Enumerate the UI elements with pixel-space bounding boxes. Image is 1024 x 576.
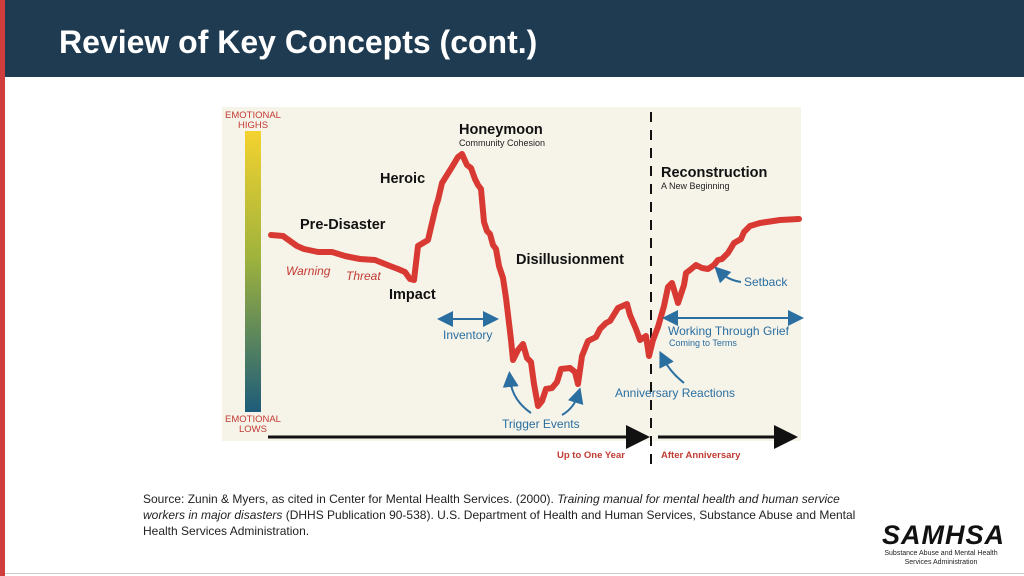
logo-wordmark: SAMHSA bbox=[882, 520, 1006, 550]
bottom-divider bbox=[5, 573, 1024, 574]
source-suffix: (DHHS Publication 90-538). U.S. Departme… bbox=[143, 508, 856, 538]
annotation-trigger-events: Trigger Events bbox=[502, 417, 580, 431]
logo-subtitle-line-2: Services Administration bbox=[904, 559, 978, 566]
samhsa-logo: SAMHSA Substance Abuse and Mental Health… bbox=[882, 520, 1006, 567]
setback-arrow bbox=[714, 266, 742, 284]
phase-pre-disaster: Pre-Disaster bbox=[300, 217, 386, 233]
slide-title: Review of Key Concepts (cont.) bbox=[59, 24, 538, 60]
annotation-inventory: Inventory bbox=[443, 328, 492, 342]
annotation-setback: Setback bbox=[744, 275, 788, 289]
timeline-up-to-one-year: Up to One Year bbox=[557, 450, 625, 461]
source-title: Training manual for mental health and hu… bbox=[143, 492, 840, 522]
annotation-warning: Warning bbox=[286, 264, 331, 278]
annotation-anniversary-reactions: Anniversary Reactions bbox=[615, 386, 735, 400]
emotional-scale-bar bbox=[245, 131, 261, 412]
logo-subtitle-line-1: Substance Abuse and Mental Health bbox=[884, 550, 998, 557]
phase-heroic: Heroic bbox=[380, 171, 425, 187]
trigger-arrow-right bbox=[561, 387, 584, 416]
phase-impact: Impact bbox=[389, 287, 436, 303]
slide-header: Review of Key Concepts (cont.) bbox=[5, 0, 1024, 77]
timeline-after-anniversary: After Anniversary bbox=[661, 450, 741, 461]
axis-highs-label-1: EMOTIONAL bbox=[225, 110, 281, 121]
anniversary-arrow bbox=[659, 350, 685, 384]
axis-lows-label-1: EMOTIONAL bbox=[225, 414, 281, 425]
accent-bar bbox=[0, 0, 5, 576]
trigger-arrow-left bbox=[502, 371, 532, 414]
phase-honeymoon-subtitle: Community Cohesion bbox=[459, 138, 545, 148]
axis-highs-label-2: HIGHS bbox=[238, 120, 268, 131]
axis-lows-label-2: LOWS bbox=[239, 424, 267, 435]
annotation-threat: Threat bbox=[346, 269, 381, 283]
source-citation: Source: Zunin & Myers, as cited in Cente… bbox=[143, 491, 863, 539]
source-prefix: Source: Zunin & Myers, as cited in Cente… bbox=[143, 492, 558, 506]
phase-disillusionment: Disillusionment bbox=[516, 252, 624, 268]
phase-reconstruction-subtitle: A New Beginning bbox=[661, 181, 730, 191]
annotation-coming-to-terms: Coming to Terms bbox=[669, 338, 737, 348]
annotation-working-through-grief: Working Through Grief bbox=[668, 324, 790, 338]
phase-reconstruction: Reconstruction bbox=[661, 165, 767, 181]
emotional-curve bbox=[268, 151, 802, 409]
phase-honeymoon: Honeymoon bbox=[459, 122, 543, 138]
